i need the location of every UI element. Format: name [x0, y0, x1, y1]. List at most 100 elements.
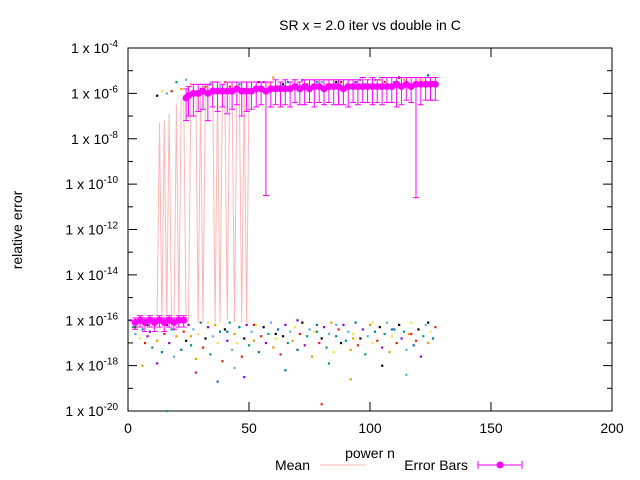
sample-point: [223, 328, 226, 331]
sample-point: [308, 328, 311, 331]
sample-point: [364, 353, 367, 356]
sample-point: [344, 339, 347, 342]
error-bar-point: [330, 83, 338, 91]
sample-point: [327, 362, 331, 365]
sample-point: [395, 341, 398, 345]
error-bar-point: [175, 316, 183, 324]
sample-point: [347, 330, 350, 333]
error-bar-point: [276, 85, 284, 93]
sample-point: [226, 330, 229, 333]
sample-point: [427, 321, 430, 324]
x-tick-label: 150: [479, 420, 503, 436]
sample-point: [390, 328, 393, 331]
sample-point: [277, 328, 280, 331]
x-axis-title: power n: [345, 445, 395, 461]
error-bars-series: [131, 76, 439, 333]
sample-point: [180, 348, 183, 351]
sample-point: [410, 332, 413, 336]
sample-point: [405, 348, 408, 351]
sample-point: [315, 330, 318, 333]
sample-point: [356, 344, 360, 347]
sample-point: [339, 341, 343, 345]
error-bar-point: [267, 85, 275, 93]
sample-point: [197, 332, 200, 336]
y-tick-exponent: -12: [104, 221, 119, 232]
y-tick-exponent: -6: [109, 84, 118, 95]
error-bar-point: [427, 80, 434, 88]
error-bar-point: [214, 87, 222, 95]
sample-point: [422, 78, 425, 81]
sample-point: [335, 81, 338, 84]
sample-point: [369, 323, 372, 326]
sample-point: [419, 355, 423, 358]
sample-point: [218, 330, 222, 333]
sample-point: [233, 332, 236, 336]
sample-point: [429, 330, 432, 333]
sample-point: [289, 330, 292, 333]
sample-point: [332, 351, 335, 354]
sample-point: [243, 337, 246, 340]
sample-points: [129, 74, 437, 413]
sample-point: [160, 351, 164, 354]
sample-point: [286, 341, 289, 345]
sample-point: [175, 335, 178, 338]
sample-point: [204, 85, 207, 88]
sample-point: [194, 357, 197, 361]
sample-point: [134, 332, 137, 336]
sample-point: [417, 78, 420, 81]
sample-point: [156, 94, 159, 97]
sample-point: [141, 364, 144, 367]
error-bar-point: [359, 83, 367, 91]
sample-point: [209, 353, 212, 356]
sample-point: [199, 321, 202, 324]
y-tick-label: 1 x 10-6: [71, 84, 118, 101]
sample-point: [427, 341, 430, 345]
legend-swatch-error-bars: [477, 461, 523, 469]
error-bar-point: [218, 87, 226, 95]
sample-point: [352, 337, 355, 340]
error-bar-point: [272, 85, 280, 93]
sample-point: [269, 321, 272, 324]
chart-title: SR x = 2.0 iter vs double in C: [279, 17, 461, 33]
sample-point: [214, 323, 217, 326]
sample-point: [250, 330, 253, 333]
legend-label-error-bars: Error Bars: [404, 457, 468, 473]
y-tick-exponent: -10: [104, 175, 119, 186]
error-bar-point: [373, 83, 381, 91]
sample-point: [310, 355, 314, 358]
sample-point: [371, 321, 374, 324]
sample-point: [163, 332, 166, 336]
y-tick-label: 1 x 10-16: [65, 311, 118, 328]
error-bar-point: [364, 83, 372, 91]
sample-point: [267, 332, 270, 336]
sample-point: [252, 323, 256, 326]
sample-point: [337, 328, 340, 331]
sample-point: [238, 83, 241, 86]
sample-point: [335, 335, 338, 338]
sample-point: [398, 323, 401, 326]
sample-point: [402, 330, 406, 333]
sample-point: [252, 339, 256, 342]
error-bar-point: [223, 87, 231, 95]
error-bar-point: [378, 83, 386, 91]
sample-point: [405, 373, 408, 376]
sample-point: [383, 332, 386, 336]
sample-point: [371, 341, 374, 345]
sample-point: [148, 330, 151, 333]
sample-point: [206, 321, 210, 324]
sample-point: [296, 348, 299, 351]
sample-point: [424, 323, 427, 326]
sample-point: [303, 344, 306, 347]
error-bar-point: [431, 80, 439, 88]
sample-point: [194, 371, 197, 374]
sample-point: [335, 323, 338, 326]
sample-point: [390, 335, 393, 338]
sample-point: [156, 362, 159, 365]
sample-point: [376, 339, 379, 342]
y-tick-label: 1 x 10-10: [65, 175, 118, 192]
x-tick-label: 50: [241, 420, 257, 436]
sample-point: [231, 348, 234, 351]
sample-point: [257, 351, 260, 354]
sample-point: [204, 337, 207, 340]
sample-point: [248, 344, 251, 347]
